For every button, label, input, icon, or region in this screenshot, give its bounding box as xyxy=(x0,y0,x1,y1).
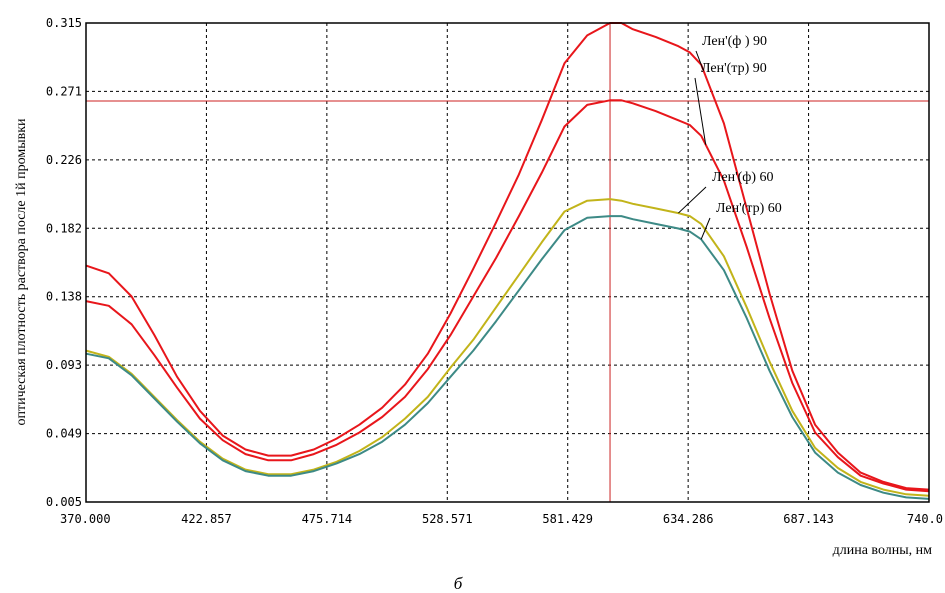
legend-leader-line xyxy=(678,186,707,214)
y-tick-labels: 0.005 0.049 0.093 0.138 0.182 0.226 0.271 0.315 xyxy=(46,16,82,509)
x-tick-label: 740.0 xyxy=(907,512,943,526)
plot-border xyxy=(85,22,930,503)
y-tick-label: 0.271 xyxy=(46,84,82,98)
series-line-2 xyxy=(85,99,930,493)
series-line-1 xyxy=(85,22,930,491)
x-tick-label: 370.000 xyxy=(60,512,111,526)
y-tick-label: 0.049 xyxy=(46,427,82,441)
x-tick-label: 475.714 xyxy=(302,512,353,526)
y-tick-label: 0.093 xyxy=(46,358,82,372)
figure-caption: б xyxy=(454,574,463,593)
x-axis-label: длина волны, нм xyxy=(833,543,933,558)
x-tick-label: 634.286 xyxy=(663,512,714,526)
legend-leader-line xyxy=(695,50,704,71)
legend-label-2: Лен'(тр) 90 xyxy=(701,61,767,76)
legend-label-4: Лен'(тр) 60 xyxy=(716,201,782,216)
x-tick-label: 581.429 xyxy=(542,512,593,526)
crosshair-cursor xyxy=(86,23,929,502)
x-tick-labels: 370.000 422.857 475.714 528.571 581.429 634.2… xyxy=(60,512,943,526)
legend-leader-line xyxy=(694,77,707,145)
legend-callouts: Лен'(ф ) 90 Лен'(тр) 90 Лен'(ф) 60 Лен'(тр)… xyxy=(678,34,782,240)
x-tick-label: 528.571 xyxy=(422,512,473,526)
series-line-3 xyxy=(85,198,930,497)
y-tick-label: 0.138 xyxy=(46,290,82,304)
series-line-4 xyxy=(85,215,930,500)
y-axis-label: оптическая плотность раствора после 1й п… xyxy=(14,118,29,426)
y-tick-label: 0.182 xyxy=(46,221,82,235)
x-tick-label: 687.143 xyxy=(783,512,834,526)
y-tick-label: 0.226 xyxy=(46,153,82,167)
legend-leader-line xyxy=(700,217,711,240)
legend-label-3: Лен'(ф) 60 xyxy=(712,170,774,185)
legend-label-1: Лен'(ф ) 90 xyxy=(702,34,767,49)
x-tick-label: 422.857 xyxy=(181,512,232,526)
series-lines xyxy=(85,22,930,500)
y-tick-label: 0.315 xyxy=(46,16,82,30)
plot-frame xyxy=(85,22,930,503)
y-tick-label: 0.005 xyxy=(46,495,82,509)
grid-lines xyxy=(86,23,929,502)
